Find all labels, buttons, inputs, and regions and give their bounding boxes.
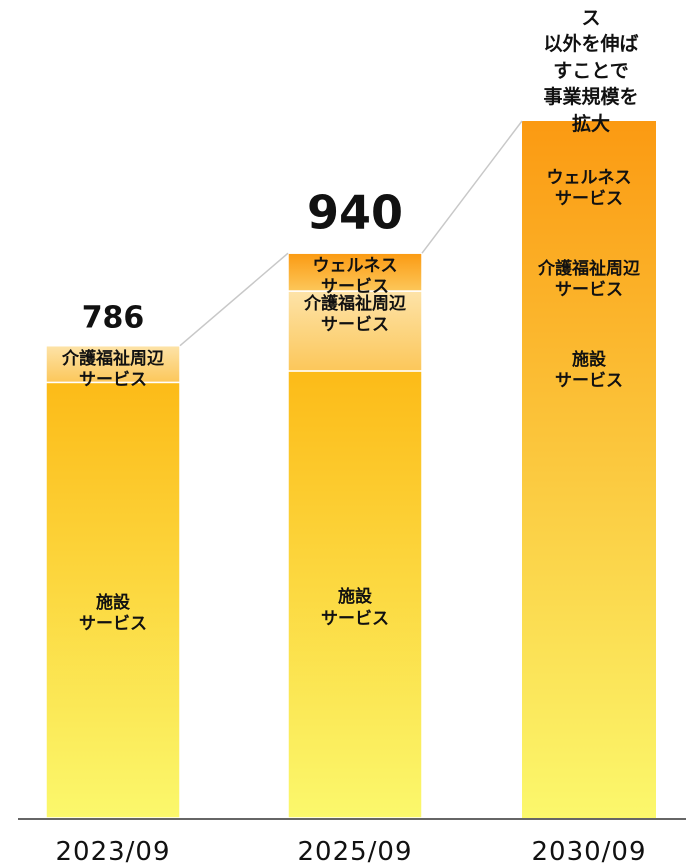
bar-segment bbox=[287, 252, 423, 292]
total-label: 786 bbox=[81, 299, 145, 335]
segment-label: 施設 サービス bbox=[79, 592, 147, 635]
x-tick-label: 2023/09 bbox=[55, 836, 171, 866]
segment-label: 介護福祉周辺 サービス bbox=[304, 293, 406, 336]
segment-label: 介護福祉周辺 サービス bbox=[538, 258, 640, 300]
segment-label: ウェルネス サービス bbox=[312, 255, 398, 298]
bar-segment bbox=[45, 344, 181, 384]
x-tick-label: 2025/09 bbox=[297, 836, 413, 866]
bar bbox=[522, 121, 656, 818]
connector bbox=[179, 252, 289, 347]
segment-label: 施設 サービス bbox=[555, 349, 623, 391]
segment-label: ウェルネス サービス bbox=[546, 167, 632, 209]
segment-label: 介護福祉周辺 サービス bbox=[62, 348, 164, 390]
bar-segment bbox=[287, 290, 423, 372]
total-label: 940 bbox=[306, 185, 404, 240]
x-tick-label: 2030/09 bbox=[531, 836, 647, 866]
segment-label: 施設 サービス bbox=[321, 587, 389, 629]
connector bbox=[421, 120, 523, 254]
bar-segment bbox=[45, 381, 181, 819]
